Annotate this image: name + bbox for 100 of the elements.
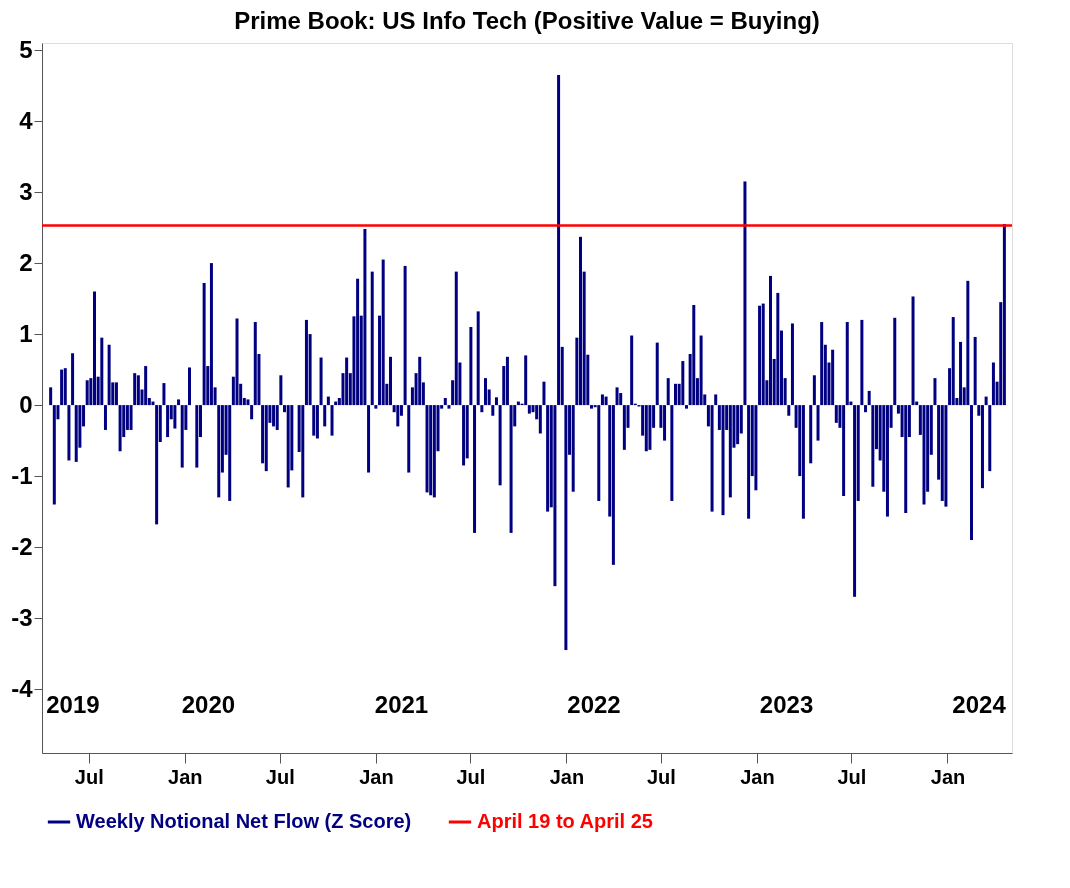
bar xyxy=(103,405,107,430)
bar xyxy=(557,74,561,406)
bar xyxy=(1002,224,1006,406)
bar xyxy=(381,259,385,406)
bar xyxy=(922,405,926,505)
bar xyxy=(144,366,148,406)
bar xyxy=(469,327,473,406)
bar xyxy=(546,405,550,512)
bar xyxy=(272,405,276,427)
bar xyxy=(871,405,875,487)
bar xyxy=(820,322,824,406)
bar xyxy=(944,405,948,507)
y-tick-label: -1 xyxy=(11,461,33,489)
bar xyxy=(301,405,305,498)
bar xyxy=(754,405,758,491)
x-tick-label: Jan xyxy=(359,765,394,788)
y-tick-label: 0 xyxy=(19,390,33,418)
bar xyxy=(85,380,89,406)
bar xyxy=(885,405,889,517)
bar xyxy=(589,405,593,409)
bar xyxy=(429,405,433,496)
bar xyxy=(498,405,502,486)
bar xyxy=(692,304,696,406)
bar xyxy=(491,405,495,416)
bar xyxy=(330,405,334,436)
bar xyxy=(166,405,170,438)
bar xyxy=(864,405,868,413)
bar xyxy=(860,319,864,406)
bar xyxy=(418,356,422,406)
bar xyxy=(188,367,192,406)
bar xyxy=(67,405,71,461)
bar xyxy=(425,405,429,493)
y-tick-label: 5 xyxy=(19,35,33,63)
bar xyxy=(527,405,531,414)
bar xyxy=(736,405,740,445)
bar xyxy=(356,278,360,406)
bar xyxy=(326,396,330,406)
bar xyxy=(275,405,279,430)
bar xyxy=(388,356,392,406)
x2-tick-label: 2021 xyxy=(374,690,429,718)
bar xyxy=(286,405,290,488)
bar xyxy=(600,394,604,406)
x2-tick-label: 2023 xyxy=(759,690,814,718)
bar xyxy=(524,355,528,406)
bar xyxy=(312,405,316,436)
bar xyxy=(951,317,955,406)
bar xyxy=(984,396,988,406)
bar xyxy=(60,369,64,406)
bar xyxy=(118,405,122,452)
bar xyxy=(911,296,915,406)
bar xyxy=(714,394,718,406)
bar xyxy=(246,399,250,406)
y-tick-label: -3 xyxy=(11,603,33,631)
bar xyxy=(790,323,794,406)
bar xyxy=(991,362,995,406)
bar xyxy=(721,405,725,516)
bar xyxy=(988,405,992,472)
bar xyxy=(842,405,846,496)
bar xyxy=(853,405,857,597)
bar xyxy=(217,405,221,498)
bar xyxy=(432,405,436,498)
y-tick-label: -4 xyxy=(11,674,34,702)
bar xyxy=(630,335,634,406)
bar xyxy=(970,405,973,540)
bar xyxy=(250,405,254,420)
bar xyxy=(407,405,411,473)
y-tick-label: 3 xyxy=(19,177,33,205)
x-tick-label: Jan xyxy=(168,765,203,788)
bar xyxy=(49,387,53,406)
x-tick-label: Jan xyxy=(549,765,585,788)
y-tick-label: -2 xyxy=(11,532,33,560)
bar xyxy=(319,357,323,406)
bar xyxy=(370,271,374,406)
bar xyxy=(758,305,762,406)
bar xyxy=(63,368,67,406)
bar xyxy=(509,405,513,533)
bar xyxy=(597,405,601,501)
bar xyxy=(666,378,670,406)
bar xyxy=(579,236,583,406)
x2-tick-label: 2019 xyxy=(46,690,100,718)
bar xyxy=(133,373,137,406)
bar xyxy=(644,405,648,452)
bar xyxy=(484,378,487,406)
bar xyxy=(173,405,177,429)
bar xyxy=(867,390,871,406)
bar xyxy=(611,405,615,565)
bar xyxy=(235,318,239,406)
bar xyxy=(180,405,184,468)
x2-tick-label: 2024 xyxy=(952,690,1007,718)
bar xyxy=(476,311,480,406)
x-tick-label: Jan xyxy=(930,765,966,788)
bar xyxy=(202,282,206,406)
bar xyxy=(494,397,498,406)
bar xyxy=(816,405,820,441)
bar xyxy=(52,405,56,505)
x-tick-label: Jul xyxy=(646,765,676,788)
x2-tick-label: 2022 xyxy=(567,690,621,718)
bar xyxy=(831,349,835,406)
y-tick-label: 4 xyxy=(19,106,34,134)
bar xyxy=(571,405,575,492)
